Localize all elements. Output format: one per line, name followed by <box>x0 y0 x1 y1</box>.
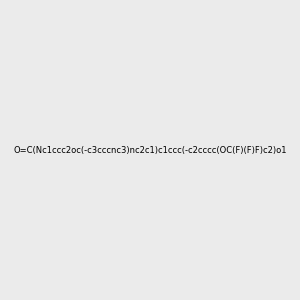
Text: O=C(Nc1ccc2oc(-c3cccnc3)nc2c1)c1ccc(-c2cccc(OC(F)(F)F)c2)o1: O=C(Nc1ccc2oc(-c3cccnc3)nc2c1)c1ccc(-c2c… <box>13 146 287 154</box>
